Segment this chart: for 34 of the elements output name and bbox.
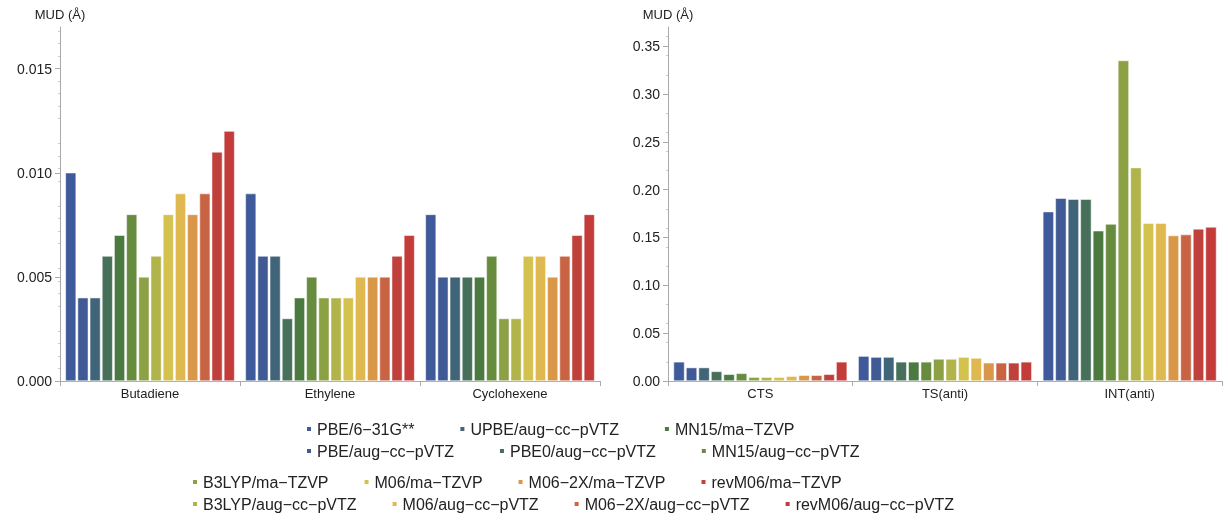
y-tick-label: 0.005 (16, 268, 53, 285)
x-tick-label: CTS (747, 386, 774, 401)
legend-label: MN15/ma−TZVP (674, 420, 795, 438)
y-tick-label: 0.25 (632, 133, 661, 150)
y-tick-label: 0.015 (16, 60, 53, 77)
x-tick-label: TS(anti) (921, 386, 969, 401)
legend-label: PBE0/aug−cc−pVTZ (509, 442, 657, 460)
legend-label: UPBE/aug−cc−pVTZ (470, 420, 620, 438)
legend-label: M06−2X/ma−TZVP (528, 473, 666, 491)
legend-label: B3LYP/ma−TZVP (203, 473, 329, 491)
legend-label: M06/ma−TZVP (374, 473, 483, 491)
y-tick-label: 0.35 (632, 38, 661, 55)
legend-label: revM06/aug−cc−pVTZ (795, 495, 955, 513)
x-tick-label: Butadiene (120, 386, 180, 401)
y-tick-label: 0.20 (632, 181, 661, 198)
legend-label: PBE/6−31G** (317, 420, 415, 438)
x-tick-label: INT(anti) (1104, 386, 1155, 401)
y-tick-label: 0.000 (16, 373, 53, 389)
x-tick-label: Ethylene (304, 386, 356, 401)
y-tick-label: 0.05 (632, 325, 661, 342)
legend-label: revM06/ma−TZVP (711, 473, 842, 491)
legend-label: M06/aug−cc−pVTZ (402, 495, 539, 513)
y-tick-label: 0.00 (632, 373, 661, 389)
x-tick-label: Cyclohexene (472, 386, 548, 401)
y-axis-title: MUD (Å) (642, 7, 694, 22)
y-tick-label: 0.15 (632, 229, 661, 246)
y-axis-title: MUD (Å) (34, 7, 86, 22)
legend-label: PBE/aug−cc−pVTZ (317, 442, 455, 460)
legend-label: MN15/aug−cc−pVTZ (711, 442, 860, 460)
y-tick-label: 0.30 (632, 85, 661, 102)
legend-label: B3LYP/aug−cc−pVTZ (203, 495, 357, 513)
legend-label: M06−2X/aug−cc−pVTZ (584, 495, 750, 513)
y-tick-label: 0.10 (632, 277, 661, 294)
y-tick-label: 0.010 (16, 164, 53, 181)
